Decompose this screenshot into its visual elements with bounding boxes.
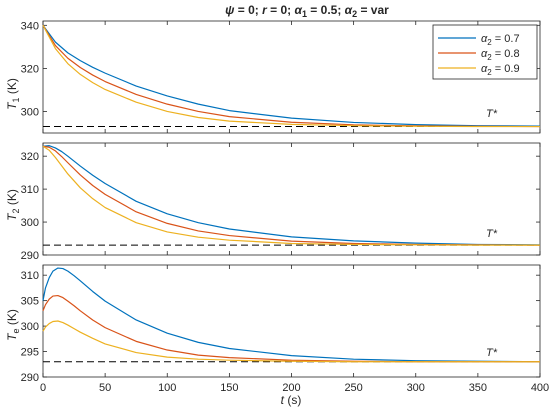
panel-te-marks: 0 50 100 150 200 250 300 350 400 290 295 300 305 310 bbox=[21, 265, 549, 394]
panel-t2-y-tick-label: 290 bbox=[21, 250, 39, 262]
panel-t1-series-alpha-0-9 bbox=[42, 25, 540, 128]
panel-t2: 290 300 310 320 T2 (K) T* bbox=[5, 142, 541, 262]
panel-te-series-alpha-0-9 bbox=[42, 320, 540, 363]
panel-t2-y-tick-label: 310 bbox=[21, 184, 39, 196]
x-tick-label: 250 bbox=[344, 382, 362, 394]
x-tick-label: 350 bbox=[469, 382, 487, 394]
panel-t1-series-alpha-0-7 bbox=[42, 24, 541, 127]
x-tick-label: 50 bbox=[99, 382, 111, 394]
panel-t2-y-tick-label: 320 bbox=[21, 151, 39, 163]
panel-t2-series-alpha-0-7 bbox=[42, 145, 541, 246]
panel-t2-series-alpha-0-9 bbox=[42, 145, 540, 246]
panel-t1-marks: 300 320 340 bbox=[21, 20, 541, 133]
panel-te-y-tick-label: 295 bbox=[21, 347, 39, 359]
x-tick-label: 150 bbox=[220, 382, 238, 394]
panel-t2-y-tick-label: 300 bbox=[21, 217, 39, 229]
figure-title: ψ = 0; r = 0; α1 = 0.5; α2 = var bbox=[225, 3, 389, 19]
x-axis-label: t (s) bbox=[281, 393, 302, 407]
panel-te-axes-box bbox=[42, 264, 541, 378]
x-tick-label: 200 bbox=[282, 382, 300, 394]
panel-t2-reference-label: T* bbox=[486, 228, 498, 240]
legend-box bbox=[432, 24, 538, 80]
x-tick-label: 400 bbox=[531, 382, 549, 394]
panel-te-y-tick-label: 305 bbox=[21, 296, 39, 308]
panel-te-y-tick-label: 290 bbox=[21, 372, 39, 384]
x-tick-label: 100 bbox=[158, 382, 176, 394]
panel-te-y-tick-label: 310 bbox=[21, 270, 39, 282]
panel-te: 0 50 100 150 200 250 300 350 400290295300305310 … bbox=[5, 264, 549, 407]
panel-te-y-tick-label: 300 bbox=[21, 321, 39, 333]
legend: α2 = 0.7 α2 = 0.8 α2 = 0.9 bbox=[432, 24, 538, 80]
panel-t2-ylabel: T2 (K) bbox=[5, 189, 21, 221]
x-tick-label: 300 bbox=[407, 382, 425, 394]
panel-t1-reference-label: T* bbox=[486, 108, 498, 120]
x-tick-label: 0 bbox=[40, 382, 46, 394]
panel-te-reference-label: T* bbox=[486, 347, 498, 359]
panel-t2-axes-box bbox=[42, 142, 541, 256]
panel-t2-series-alpha-0-8 bbox=[42, 145, 541, 246]
panel-te-series-alpha-0-7 bbox=[42, 267, 541, 363]
panel-te-ylabel: Te (K) bbox=[5, 309, 21, 341]
panel-t1-y-tick-label: 300 bbox=[21, 106, 39, 118]
legend-entry-alpha-0-8: α2 = 0.8 bbox=[481, 48, 520, 62]
legend-entry-alpha-0-7: α2 = 0.7 bbox=[481, 33, 520, 47]
panel-t2-marks: 290 300 310 320 bbox=[21, 143, 541, 262]
panel-t1-y-tick-label: 320 bbox=[21, 63, 39, 75]
legend-entry-alpha-0-9: α2 = 0.9 bbox=[481, 63, 520, 77]
panel-t1-y-tick-label: 340 bbox=[21, 20, 39, 32]
panel-t1-ylabel: T1 (K) bbox=[5, 78, 21, 110]
